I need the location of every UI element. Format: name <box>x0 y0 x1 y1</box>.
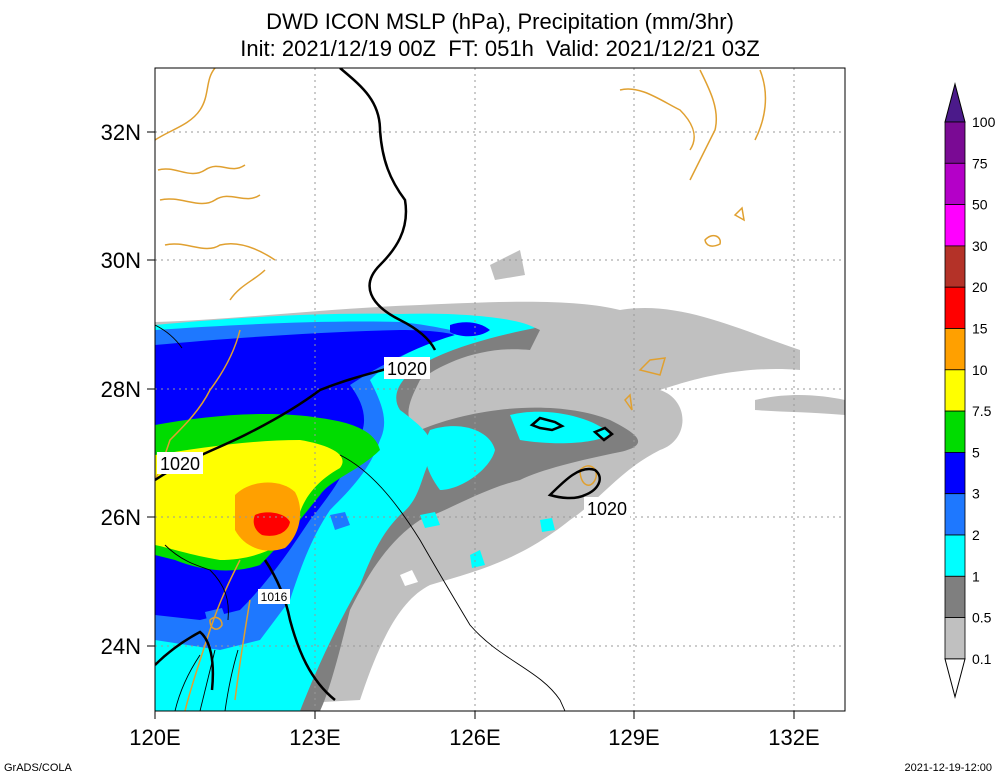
lat-label: 30N <box>101 248 141 273</box>
legend-label: 0.5 <box>972 610 992 626</box>
isobar-label-bg <box>258 589 290 604</box>
axis-labels: 32N 30N 28N 26N 24N 120E 123E 126E 129E … <box>101 120 820 750</box>
axis-ticks <box>147 131 795 719</box>
legend-swatch <box>944 286 966 329</box>
legend-label: 7.5 <box>972 403 992 419</box>
legend-label: 100 <box>972 114 996 130</box>
legend-swatch <box>944 410 966 453</box>
isobar-label-bg <box>584 497 630 519</box>
legend-swatch <box>944 617 966 660</box>
legend-label: 20 <box>972 279 988 295</box>
map-subtitle: Init: 2021/12/19 00Z FT: 051h Valid: 202… <box>240 36 760 61</box>
isobar-label-bg <box>384 357 430 379</box>
footer-timestamp: 2021-12-19-12:00 <box>904 762 992 774</box>
legend-swatch <box>944 245 966 288</box>
legend-label: 1 <box>972 568 980 584</box>
isobar-label-bg <box>157 452 203 474</box>
isobar-label: 1020 <box>387 359 427 379</box>
legend-label: 0.1 <box>972 651 992 667</box>
legend-swatch <box>944 451 966 495</box>
legend-swatch <box>944 493 966 536</box>
legend-bottom-arrow <box>944 658 966 699</box>
legend-label: 10 <box>972 362 988 378</box>
legend-label: 2 <box>972 527 980 543</box>
footer-left: GrADS/COLA <box>4 762 72 774</box>
lon-label: 126E <box>449 725 500 750</box>
lon-label: 123E <box>289 725 340 750</box>
legend-swatch <box>944 369 966 412</box>
legend-swatch <box>944 121 966 164</box>
isobar-label: 1020 <box>160 454 200 474</box>
legend-label: 5 <box>972 444 980 460</box>
legend-swatch <box>944 575 966 618</box>
legend-label: 3 <box>972 486 980 502</box>
legend-swatch <box>944 204 966 247</box>
legend-label: 15 <box>972 321 988 337</box>
precipitation-layer <box>155 250 845 711</box>
lat-lon-grid <box>155 68 845 711</box>
lon-label: 120E <box>129 725 180 750</box>
lon-label: 132E <box>768 725 819 750</box>
isobar-label: 1016 <box>261 590 288 604</box>
isobar-label: 1020 <box>587 499 627 519</box>
lat-label: 28N <box>101 377 141 402</box>
isobar-labels: 1020 1020 1020 1016 <box>157 357 630 604</box>
legend-label: 30 <box>972 238 988 254</box>
lat-label: 24N <box>101 634 141 659</box>
legend-top-arrow <box>944 82 966 123</box>
precip-legend: 100 75 50 30 20 15 10 7.5 5 3 2 1 0.5 0.1 <box>944 82 996 699</box>
legend-swatch <box>944 162 966 206</box>
legend-swatch <box>944 534 966 577</box>
map-title: DWD ICON MSLP (hPa), Precipitation (mm/3… <box>266 9 734 34</box>
legend-label: 50 <box>972 197 988 213</box>
legend-swatch <box>944 328 966 371</box>
lat-label: 26N <box>101 505 141 530</box>
legend-label: 75 <box>972 155 988 171</box>
lat-label: 32N <box>101 120 141 145</box>
lon-label: 129E <box>608 725 659 750</box>
